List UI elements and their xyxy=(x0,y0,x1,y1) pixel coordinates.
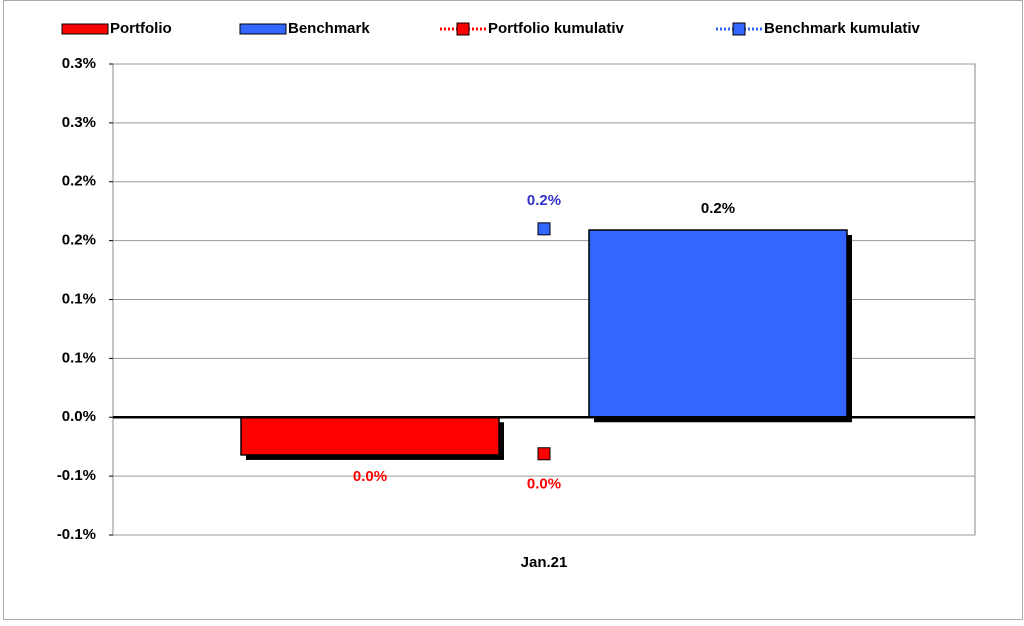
y-tick-label: 0.1% xyxy=(62,290,96,307)
y-tick-label: -0.1% xyxy=(57,526,96,543)
legend-swatch xyxy=(61,23,109,35)
legend-label: Benchmark kumulativ xyxy=(764,20,921,37)
legend-marker xyxy=(732,22,746,36)
y-tick-label: 0.2% xyxy=(62,173,96,190)
legend-swatch xyxy=(239,23,287,35)
data-label: 0.2% xyxy=(701,200,735,217)
legend-label: Benchmark xyxy=(288,20,370,37)
marker xyxy=(537,447,551,461)
y-tick-label: 0.3% xyxy=(62,55,96,72)
y-tick-label: 0.2% xyxy=(62,232,96,249)
bar xyxy=(588,229,848,418)
legend-label: Portfolio xyxy=(110,20,172,37)
y-tick-label: 0.1% xyxy=(62,349,96,366)
data-label: 0.0% xyxy=(353,468,387,485)
y-tick-label: 0.3% xyxy=(62,114,96,131)
marker xyxy=(537,222,551,236)
data-label: 0.2% xyxy=(527,192,561,209)
bar xyxy=(240,416,500,456)
x-tick-label: Jan.21 xyxy=(521,554,568,571)
y-tick-label: 0.0% xyxy=(62,408,96,425)
y-tick-label: -0.1% xyxy=(57,467,96,484)
data-label: 0.0% xyxy=(527,476,561,493)
legend-label: Portfolio kumulativ xyxy=(488,20,625,37)
legend-marker xyxy=(456,22,470,36)
